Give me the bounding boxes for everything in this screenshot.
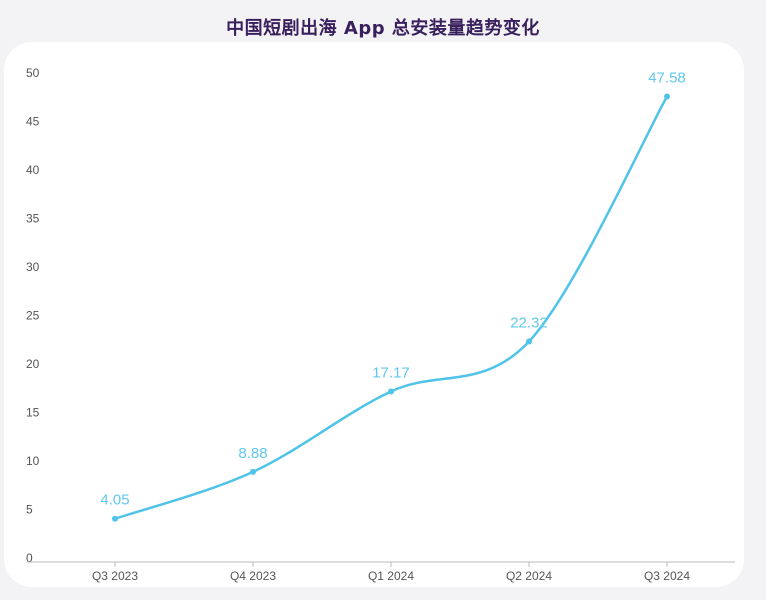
y-tick-label: 30: [26, 260, 40, 274]
data-label: 47.58: [648, 69, 686, 86]
x-tick-label: Q2 2024: [506, 569, 552, 583]
y-tick-label: 0: [26, 551, 33, 565]
y-tick-label: 40: [26, 163, 40, 177]
y-tick-label: 50: [26, 66, 40, 80]
x-tick-label: Q3 2023: [92, 569, 138, 583]
data-point: [664, 93, 670, 100]
x-tick-label: Q1 2024: [368, 569, 414, 583]
data-label: 8.88: [238, 445, 267, 462]
y-tick-label: 5: [26, 503, 33, 517]
x-tick-label: Q3 2024: [644, 569, 690, 583]
y-tick-label: 10: [26, 454, 40, 468]
chart-card: [4, 42, 744, 587]
data-label: 22.32: [510, 314, 548, 331]
data-point: [112, 515, 118, 522]
data-label: 17.17: [372, 364, 410, 381]
chart-title: 中国短剧出海 App 总安装量趋势变化: [226, 18, 540, 39]
data-point: [250, 468, 256, 475]
y-tick-label: 35: [26, 212, 40, 226]
y-tick-label: 45: [26, 115, 40, 129]
data-label: 4.05: [100, 492, 129, 509]
y-tick-label: 25: [26, 309, 40, 323]
y-tick-label: 15: [26, 406, 40, 420]
y-tick-label: 20: [26, 357, 40, 371]
series-line: [113, 95, 669, 520]
x-tick-label: Q4 2023: [230, 569, 276, 583]
data-point: [388, 388, 394, 395]
data-point: [526, 338, 532, 345]
